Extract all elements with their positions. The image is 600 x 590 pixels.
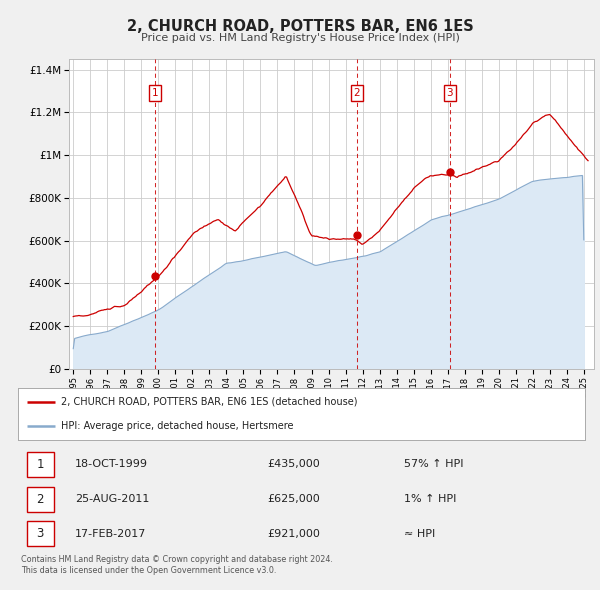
Text: 3: 3 (446, 88, 453, 98)
Text: 2, CHURCH ROAD, POTTERS BAR, EN6 1ES: 2, CHURCH ROAD, POTTERS BAR, EN6 1ES (127, 19, 473, 34)
Text: HPI: Average price, detached house, Hertsmere: HPI: Average price, detached house, Hert… (61, 421, 293, 431)
Text: Price paid vs. HM Land Registry's House Price Index (HPI): Price paid vs. HM Land Registry's House … (140, 34, 460, 43)
FancyBboxPatch shape (26, 452, 54, 477)
Text: This data is licensed under the Open Government Licence v3.0.: This data is licensed under the Open Gov… (21, 566, 277, 575)
Text: £625,000: £625,000 (268, 494, 320, 504)
Text: 1: 1 (151, 88, 158, 98)
FancyBboxPatch shape (26, 487, 54, 512)
Text: 25-AUG-2011: 25-AUG-2011 (75, 494, 149, 504)
Text: 1: 1 (37, 458, 44, 471)
Text: ≈ HPI: ≈ HPI (404, 529, 435, 539)
Text: 3: 3 (37, 527, 44, 540)
FancyBboxPatch shape (26, 521, 54, 546)
Text: 18-OCT-1999: 18-OCT-1999 (75, 460, 148, 470)
Text: 2: 2 (37, 493, 44, 506)
Text: 2: 2 (353, 88, 360, 98)
Text: 1% ↑ HPI: 1% ↑ HPI (404, 494, 456, 504)
Text: £435,000: £435,000 (268, 460, 320, 470)
Text: 57% ↑ HPI: 57% ↑ HPI (404, 460, 463, 470)
Text: Contains HM Land Registry data © Crown copyright and database right 2024.: Contains HM Land Registry data © Crown c… (21, 555, 333, 563)
Text: 17-FEB-2017: 17-FEB-2017 (75, 529, 146, 539)
Text: £921,000: £921,000 (268, 529, 320, 539)
Text: 2, CHURCH ROAD, POTTERS BAR, EN6 1ES (detached house): 2, CHURCH ROAD, POTTERS BAR, EN6 1ES (de… (61, 396, 357, 407)
